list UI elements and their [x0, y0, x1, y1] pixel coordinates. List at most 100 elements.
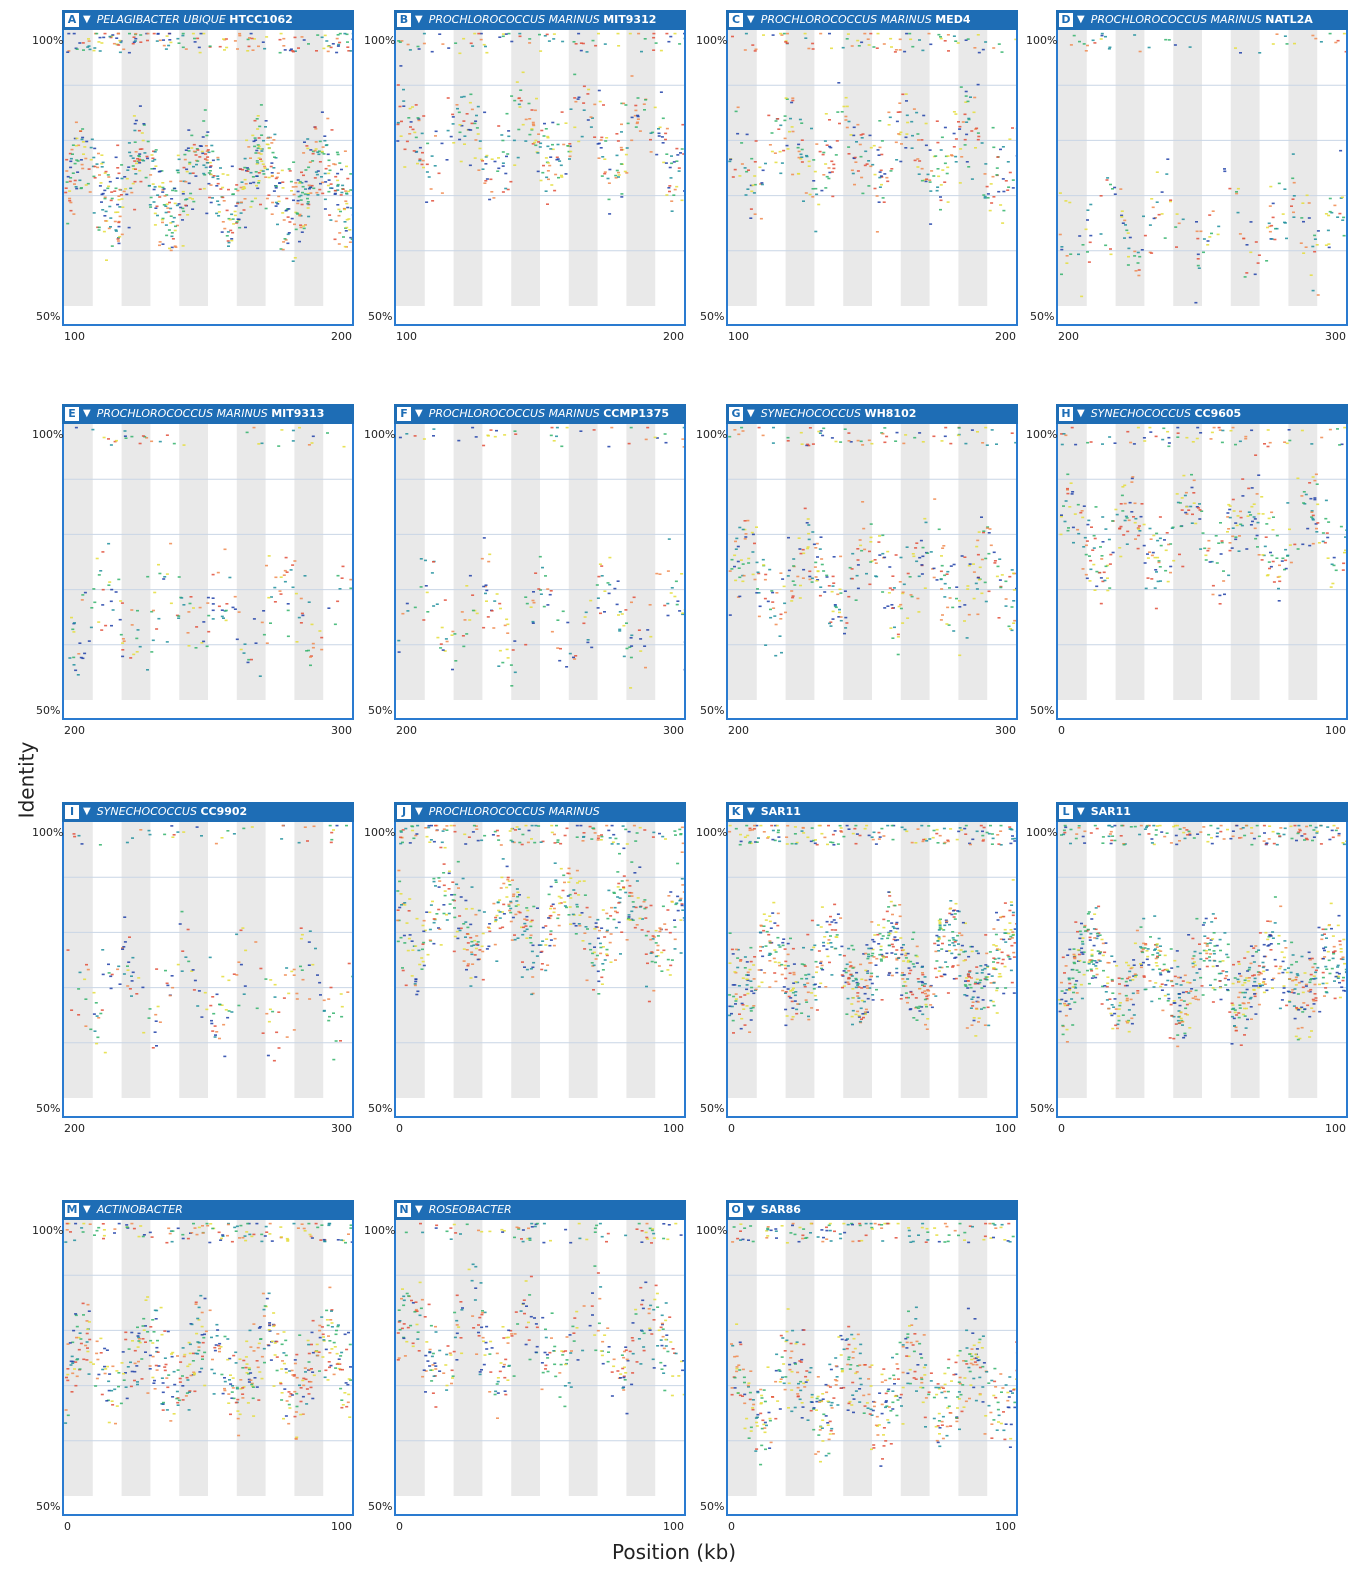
data-point	[164, 969, 167, 972]
data-point	[228, 218, 232, 221]
data-point	[579, 42, 583, 44]
data-point	[940, 136, 944, 139]
data-point	[417, 949, 421, 952]
data-point	[251, 49, 255, 51]
data-point	[551, 143, 554, 146]
data-point	[270, 596, 273, 598]
data-point	[973, 983, 977, 985]
data-point	[900, 946, 904, 949]
data-point	[504, 172, 508, 175]
background-band	[453, 30, 483, 306]
data-point	[915, 945, 919, 948]
data-point	[257, 137, 261, 139]
data-point	[949, 442, 953, 445]
data-point	[641, 918, 644, 920]
data-point	[87, 45, 91, 47]
data-point	[130, 609, 134, 611]
data-point	[878, 186, 882, 188]
data-point	[265, 1012, 269, 1015]
data-point	[1235, 192, 1239, 195]
data-point	[551, 121, 555, 124]
data-point	[447, 47, 451, 49]
data-point	[617, 902, 621, 904]
data-point	[738, 595, 742, 598]
data-point	[949, 565, 953, 567]
data-point	[340, 168, 343, 171]
data-point	[164, 224, 168, 226]
data-point	[787, 995, 791, 998]
data-point	[1210, 232, 1213, 235]
data-point	[820, 563, 824, 566]
data-point	[870, 560, 874, 562]
data-point	[69, 201, 73, 204]
data-point	[539, 589, 542, 591]
data-point	[270, 213, 274, 215]
data-point	[84, 157, 88, 160]
data-point	[607, 445, 611, 448]
data-point	[546, 135, 550, 138]
data-point	[615, 603, 619, 606]
data-point	[925, 1028, 929, 1030]
data-point	[577, 140, 581, 143]
data-point	[936, 842, 940, 844]
data-point	[814, 230, 818, 233]
data-point	[975, 545, 979, 548]
data-point	[785, 42, 789, 44]
data-point	[618, 852, 621, 855]
data-point	[452, 950, 456, 953]
data-point	[851, 1009, 855, 1012]
data-point	[152, 201, 156, 203]
data-point	[264, 126, 267, 128]
data-point	[483, 182, 487, 184]
data-point	[728, 962, 732, 964]
data-point	[756, 571, 760, 574]
data-point	[530, 129, 534, 131]
data-point	[458, 929, 462, 932]
data-point	[776, 118, 780, 120]
data-point	[1218, 429, 1222, 431]
data-point	[177, 576, 181, 578]
data-point	[349, 50, 352, 52]
data-point	[404, 827, 408, 830]
data-point	[770, 824, 774, 827]
data-point	[1345, 529, 1346, 531]
data-point	[469, 129, 473, 131]
data-point	[798, 118, 802, 121]
data-point	[232, 223, 236, 225]
data-point	[854, 978, 858, 981]
data-point	[865, 163, 869, 165]
data-point	[1255, 493, 1259, 495]
data-point	[1111, 188, 1114, 190]
data-point	[109, 226, 112, 228]
data-point	[673, 188, 677, 191]
data-point	[913, 159, 917, 162]
data-point	[1059, 515, 1063, 518]
data-point	[1092, 534, 1096, 537]
data-point	[603, 959, 607, 961]
data-point	[1080, 295, 1084, 298]
data-point	[603, 936, 607, 938]
data-point	[509, 180, 513, 183]
data-point	[1082, 43, 1086, 45]
data-point	[259, 169, 263, 172]
data-point	[832, 163, 836, 166]
data-point	[155, 628, 159, 630]
data-point	[740, 1002, 744, 1005]
data-point	[226, 240, 230, 242]
data-point	[90, 607, 94, 609]
data-point	[170, 246, 174, 249]
data-point	[1136, 426, 1140, 429]
data-point	[1228, 505, 1232, 507]
data-point	[585, 51, 589, 53]
data-point	[302, 225, 306, 227]
data-point	[531, 966, 535, 969]
data-point	[680, 904, 684, 907]
data-point	[743, 967, 747, 969]
panel-genus: PROCHLOROCOCCUS MARINUS	[428, 407, 604, 420]
panel-genus: PROCHLOROCOCCUS MARINUS	[428, 805, 600, 818]
data-point	[583, 894, 587, 896]
data-point	[478, 147, 482, 150]
data-point	[986, 976, 990, 978]
data-point	[71, 144, 75, 146]
data-point	[748, 827, 752, 830]
